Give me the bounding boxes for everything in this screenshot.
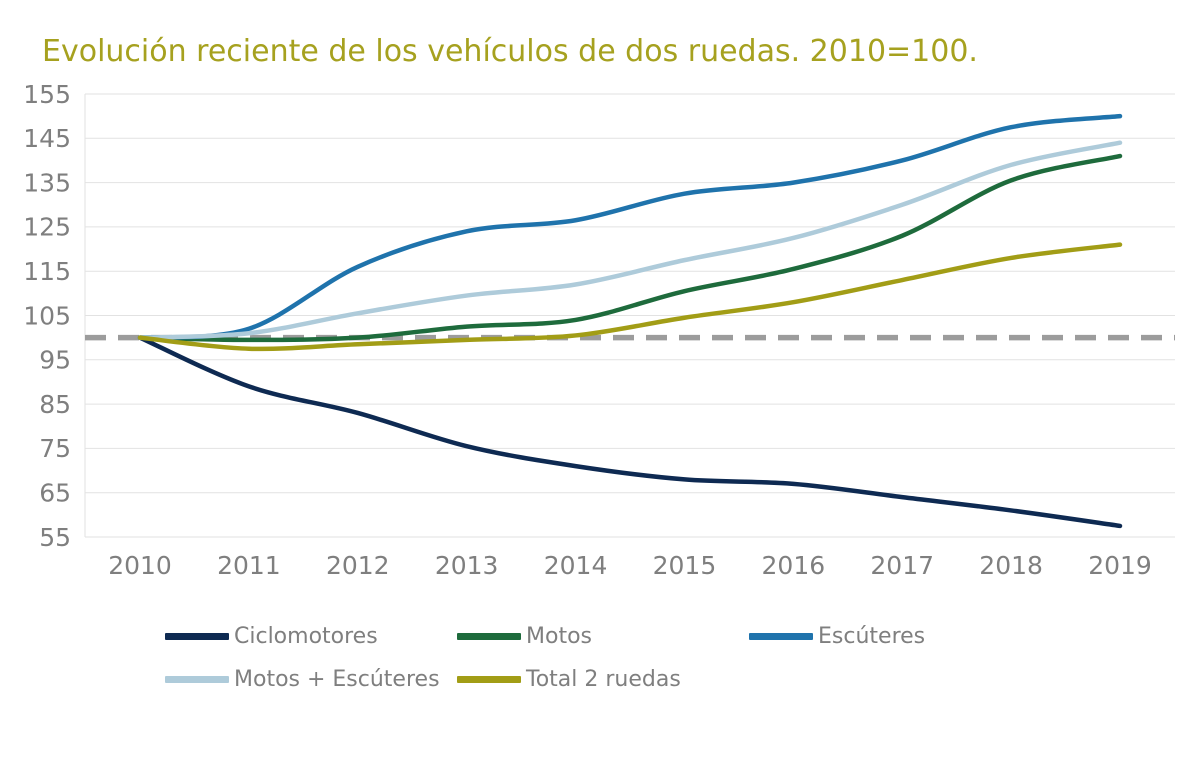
series-line-ciclomotores	[137, 335, 1123, 529]
x-tick-label: 2017	[870, 551, 934, 580]
x-tick-label: 2010	[108, 551, 172, 580]
y-tick-label: 85	[39, 390, 71, 419]
line-chart-canvas: 55 65 75 85 95 105 115 125 135 145 155 2010 2011 2012…	[23, 80, 1175, 580]
x-tick-label: 2015	[653, 551, 717, 580]
legend-swatch	[457, 633, 521, 640]
y-tick-label: 65	[39, 478, 71, 507]
y-tick-label: 55	[39, 523, 71, 552]
legend-item-escuteres: Escúteres	[749, 624, 1200, 649]
series-line-total-2-ruedas	[137, 242, 1123, 352]
legend-item-ciclomotores: Ciclomotores	[165, 624, 457, 649]
x-tick-label: 2012	[326, 551, 390, 580]
legend-label: Escúteres	[818, 624, 926, 649]
y-tick-label: 95	[39, 346, 71, 375]
y-tick-label: 155	[23, 80, 71, 109]
x-tick-label: 2016	[762, 551, 826, 580]
legend-swatch	[457, 676, 521, 683]
legend-label: Total 2 ruedas	[526, 667, 681, 692]
series-line-motos	[137, 153, 1123, 343]
legend-item-motos-escuteres: Motos + Escúteres	[165, 667, 457, 692]
legend-label: Motos + Escúteres	[234, 667, 440, 692]
x-tick-label: 2019	[1088, 551, 1152, 580]
chart-legend: Ciclomotores Motos Escúteres Motos + Escúte…	[165, 624, 1200, 692]
chart-figure: Evolución reciente de los vehículos de d…	[23, 34, 1200, 692]
series-line-escuteres	[137, 113, 1123, 340]
chart-title: Evolución reciente de los vehículos de d…	[42, 34, 978, 69]
x-tick-label: 2011	[217, 551, 281, 580]
legend-label: Motos	[526, 624, 592, 649]
legend-swatch	[165, 633, 229, 640]
legend-item-motos: Motos	[457, 624, 749, 649]
y-tick-label: 125	[23, 213, 71, 242]
y-tick-label: 135	[23, 168, 71, 197]
legend-item-total-2-ruedas: Total 2 ruedas	[457, 667, 749, 692]
x-tick-label: 2013	[435, 551, 499, 580]
x-tick-label: 2014	[544, 551, 608, 580]
series-line-motos-escuteres	[137, 140, 1123, 340]
y-tick-label: 105	[23, 301, 71, 330]
y-tick-label: 115	[23, 257, 71, 286]
legend-swatch	[165, 676, 229, 683]
x-tick-label: 2018	[979, 551, 1043, 580]
legend-label: Ciclomotores	[234, 624, 378, 649]
y-tick-label: 75	[39, 434, 71, 463]
y-tick-label: 145	[23, 124, 71, 153]
legend-swatch	[749, 633, 813, 640]
